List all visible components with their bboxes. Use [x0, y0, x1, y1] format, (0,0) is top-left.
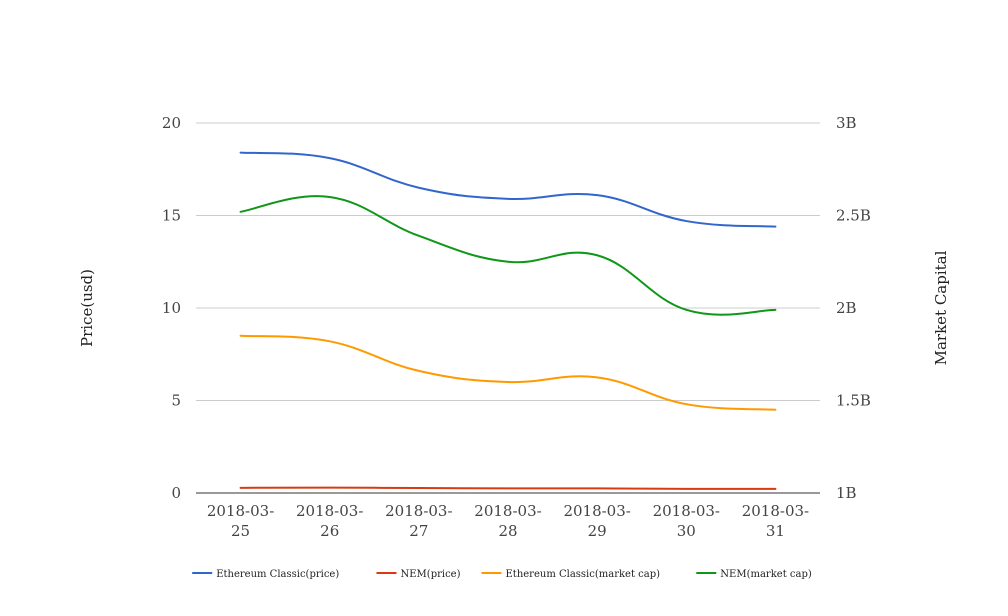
y-left-tick-label: 10 — [162, 299, 181, 317]
legend-label: Ethereum Classic(price) — [216, 569, 339, 580]
y-axis-left-title: Price(usd) — [78, 269, 96, 347]
series-lines — [239, 151, 777, 490]
x-tick-label-line: 2018-03- — [385, 502, 452, 520]
legend-item[interactable]: NEM(market cap) — [696, 569, 812, 580]
x-tick-label-line: 2018-03- — [653, 502, 720, 520]
y-right-tick-label: 3B — [836, 114, 857, 132]
series-line-3 — [239, 195, 777, 316]
x-tick-label: 2018-03- 31 — [742, 502, 809, 540]
series-line-1 — [239, 486, 777, 490]
legend-label: Ethereum Classic(market cap) — [506, 569, 661, 580]
x-tick-label-line: 28 — [498, 522, 517, 540]
x-tick-label-line: 30 — [677, 522, 696, 540]
x-tick-label: 2018-03- 28 — [474, 502, 541, 540]
y-left-tick-label: 15 — [162, 207, 181, 225]
y-axis-right-title: Market Capital — [932, 250, 950, 365]
x-tick-label-line: 2018-03- — [474, 502, 541, 520]
x-tick-label-line: 2018-03- — [207, 502, 274, 520]
series-line-2 — [239, 334, 777, 411]
x-tick-label: 2018-03- 25 — [207, 502, 274, 540]
x-tick-label: 2018-03- 30 — [653, 502, 720, 540]
x-tick-label-line: 31 — [766, 522, 785, 540]
legend: Ethereum Classic(price) NEM(price) Ethereu… — [192, 569, 812, 580]
y-left-tick-label: 5 — [171, 392, 181, 410]
y-right-tick-label: 1.5B — [836, 392, 871, 410]
x-tick-label-line: 2018-03- — [296, 502, 363, 520]
x-tick-label: 2018-03- 26 — [296, 502, 363, 540]
x-tick-label-line: 2018-03- — [563, 502, 630, 520]
x-tick-label-line: 2018-03- — [742, 502, 809, 520]
x-tick-label-line: 29 — [588, 522, 607, 540]
x-tick-label-line: 25 — [231, 522, 250, 540]
y-right-tick-label: 2B — [836, 299, 857, 317]
legend-item[interactable]: Ethereum Classic(market cap) — [481, 569, 661, 580]
legend-item[interactable]: Ethereum Classic(price) — [192, 569, 339, 580]
x-tick-label: 2018-03- 27 — [385, 502, 452, 540]
legend-label: NEM(price) — [401, 569, 461, 580]
x-tick-label: 2018-03- 29 — [563, 502, 630, 540]
y-left-tick-label: 0 — [171, 484, 181, 502]
y-right-tick-label: 2.5B — [836, 207, 871, 225]
legend-item[interactable]: NEM(price) — [376, 569, 461, 580]
series-line-0 — [239, 151, 777, 228]
x-tick-label-line: 27 — [409, 522, 428, 540]
x-tick-label-line: 26 — [320, 522, 339, 540]
y-left-tick-label: 20 — [162, 114, 181, 132]
y-right-tick-label: 1B — [836, 484, 857, 502]
legend-label: NEM(market cap) — [720, 569, 812, 580]
axes: Price(usd) Market Capital 0 5 10 15 20 1B 1.5B… — [78, 114, 950, 540]
gridlines — [196, 122, 820, 494]
